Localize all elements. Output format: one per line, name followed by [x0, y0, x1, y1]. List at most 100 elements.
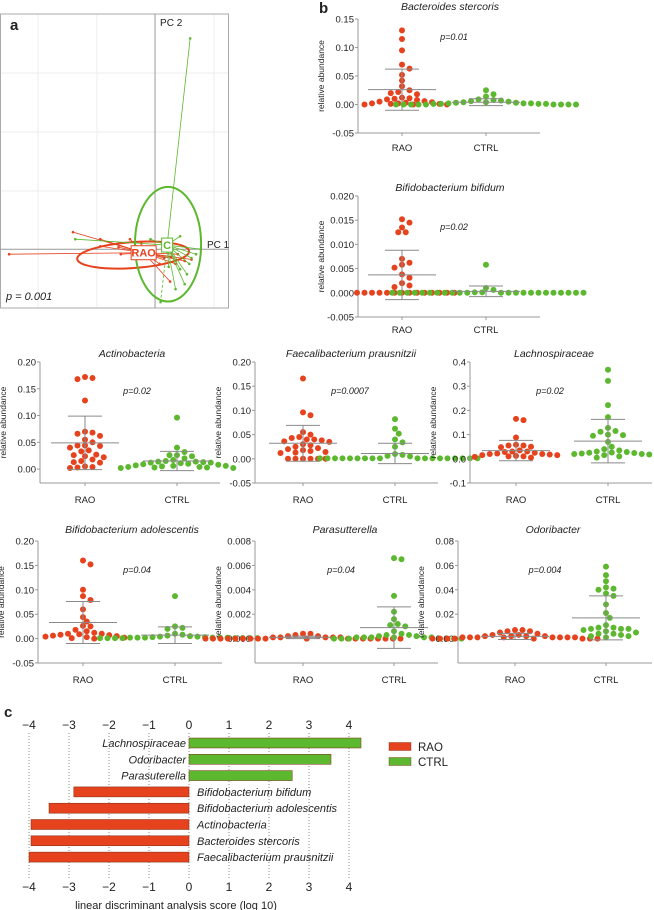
pcoa-point — [174, 287, 177, 291]
pcoa-point — [194, 252, 198, 256]
data-point-ctrl — [588, 625, 594, 632]
panel-label-a: a — [10, 17, 19, 34]
data-point-rao — [225, 635, 231, 642]
data-point-rao — [513, 434, 519, 441]
data-point-rao — [97, 459, 103, 466]
data-point-rao — [232, 635, 239, 642]
data-point-rao — [391, 283, 398, 290]
data-point-rao — [202, 635, 209, 642]
dot-plot-lachnospiraceae: Lachnospiraceae p=0.02 relative abundance -… — [428, 348, 653, 506]
data-point-rao — [262, 635, 269, 642]
y-tick-label: 0.20 — [18, 358, 37, 369]
data-point-rao — [489, 631, 496, 638]
data-point-ctrl — [159, 463, 165, 470]
data-point-rao — [414, 91, 420, 98]
data-point-rao — [354, 289, 360, 296]
data-point-rao — [520, 453, 527, 460]
data-point-rao — [486, 450, 493, 457]
data-point-ctrl — [415, 101, 422, 108]
p-value: p = 0.001 — [5, 291, 52, 303]
lda-bar — [30, 819, 190, 830]
x-tick-label-top: 3 — [306, 718, 313, 732]
data-point-rao — [539, 450, 546, 457]
data-point-ctrl — [578, 450, 585, 457]
data-point-rao — [520, 442, 527, 449]
data-point-ctrl — [192, 458, 199, 465]
centroid-label-ctrl: C — [163, 240, 171, 252]
y-tick-label: 0.2 — [453, 406, 466, 417]
y-tick-label: 0.15 — [336, 15, 355, 26]
data-point-ctrl — [603, 572, 609, 579]
data-point-rao — [91, 629, 98, 636]
x-tick-label-bottom: −4 — [22, 880, 36, 894]
data-point-rao — [376, 98, 383, 105]
data-point-rao — [100, 454, 107, 461]
group-label-rao: RAO — [505, 675, 526, 686]
data-point-rao — [515, 631, 522, 638]
y-tick-label: 0.04 — [436, 585, 455, 596]
data-point-ctrl — [134, 634, 141, 641]
data-point-ctrl — [612, 427, 619, 434]
data-point-ctrl — [112, 635, 118, 642]
y-tick-label: 0.00 — [336, 100, 355, 111]
data-point-rao — [387, 90, 394, 97]
data-point-rao — [82, 397, 88, 404]
plot-title: Actinobacteria — [98, 348, 166, 360]
group-label-rao: RAO — [392, 325, 413, 336]
data-point-rao — [399, 27, 405, 34]
x-tick-label-bottom: 2 — [266, 880, 273, 894]
data-point-rao — [406, 259, 413, 266]
data-point-rao — [369, 289, 375, 296]
data-point-ctrl — [601, 452, 608, 459]
data-point-ctrl — [392, 416, 398, 423]
data-point-ctrl — [414, 455, 421, 462]
data-point-ctrl — [441, 289, 448, 296]
data-point-rao — [72, 626, 79, 633]
pcoa-point — [187, 262, 191, 266]
data-point-rao — [78, 458, 85, 465]
data-point-rao — [76, 631, 83, 638]
y-axis-label: relative abundance — [316, 220, 326, 292]
data-point-rao — [292, 449, 299, 456]
dot-plot-bacteroides-stercoris: Bacteroides stercoris p=0.01 relative abun… — [316, 1, 579, 154]
data-point-rao — [285, 455, 291, 462]
data-point-rao — [429, 635, 436, 642]
data-point-ctrl — [377, 455, 383, 462]
data-point-ctrl — [459, 455, 466, 462]
y-tick-label: 0.05 — [16, 610, 35, 621]
data-point-rao — [67, 444, 73, 451]
data-point-rao — [369, 100, 375, 107]
group-label-rao: RAO — [75, 495, 96, 506]
data-point-ctrl — [543, 100, 549, 107]
data-point-rao — [399, 35, 405, 42]
data-point-ctrl — [616, 453, 623, 460]
group-label-ctrl: CTRL — [165, 495, 190, 506]
data-point-rao — [467, 634, 473, 641]
data-point-rao — [406, 274, 413, 281]
pcoa-spoke — [160, 245, 168, 303]
dot-plot-actinobacteria: Actinobacteria p=0.02 relative abundance 0.… — [0, 348, 237, 506]
data-point-rao — [513, 415, 519, 422]
data-point-ctrl — [392, 425, 398, 432]
group-label-rao: RAO — [73, 675, 94, 686]
data-point-ctrl — [230, 465, 237, 472]
y-tick-label: -0.05 — [12, 659, 34, 670]
p-value: p=0.01 — [439, 32, 468, 42]
pcoa-point — [178, 234, 182, 238]
pcoa-point — [183, 282, 186, 286]
data-point-ctrl — [620, 432, 626, 439]
data-point-ctrl — [452, 455, 458, 462]
data-point-ctrl — [483, 261, 489, 268]
y-tick-label: -0.1 — [450, 479, 466, 490]
data-point-rao — [322, 449, 329, 456]
data-point-rao — [519, 627, 526, 634]
data-point-ctrl — [633, 629, 639, 636]
data-point-ctrl — [391, 555, 397, 562]
data-point-ctrl — [338, 635, 345, 642]
data-point-rao — [406, 65, 413, 72]
x-tick-label-bottom: 4 — [346, 880, 353, 894]
data-point-ctrl — [605, 366, 611, 373]
data-point-rao — [70, 459, 77, 466]
data-point-rao — [406, 87, 413, 94]
